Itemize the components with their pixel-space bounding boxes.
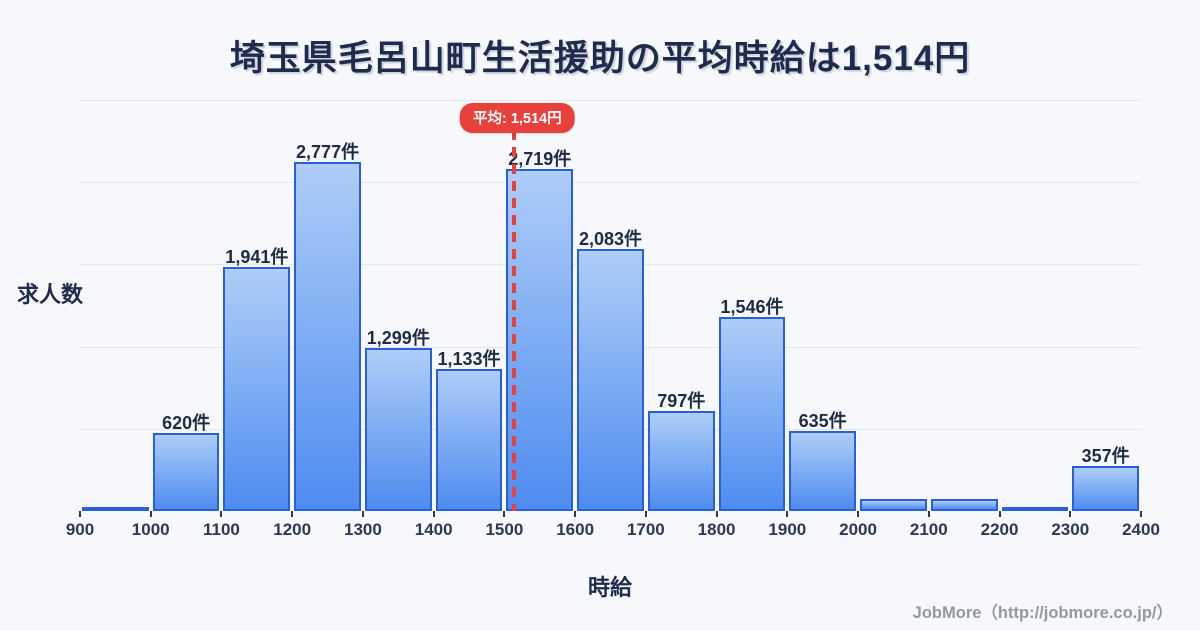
x-tick <box>361 511 364 517</box>
x-tick-label: 1300 <box>344 520 382 539</box>
average-line <box>512 130 517 511</box>
x-tick-label: 1600 <box>556 520 595 539</box>
bar-value-label: 1,133件 <box>437 348 501 369</box>
x-tick <box>79 511 81 517</box>
x-tick <box>857 511 860 517</box>
bar <box>789 431 857 511</box>
x-tick-label: 1800 <box>697 520 736 539</box>
x-tick <box>574 511 577 517</box>
gridline <box>80 100 1141 101</box>
bar <box>294 161 361 511</box>
bar-value-label: 2,777件 <box>296 141 360 162</box>
x-tick <box>432 511 435 517</box>
x-tick <box>644 511 647 517</box>
bar <box>718 316 786 511</box>
x-tick <box>715 511 718 517</box>
x-tick <box>998 511 1001 517</box>
bar <box>364 347 432 511</box>
bar-value-label: 635件 <box>798 411 847 432</box>
x-tick <box>503 511 506 517</box>
plot-area: 620件 1,941件 2,777件 1,299件 1,133件 2,719件 2,083件… <box>66 100 1160 539</box>
chart-title: 埼玉県毛呂山町生活援助の平均時給は1,514円 <box>229 39 971 78</box>
bar-value-label: 2,083件 <box>578 229 643 250</box>
x-tick-label: 2200 <box>980 520 1019 539</box>
bar <box>930 499 998 511</box>
x-tick-label: 2100 <box>909 520 948 539</box>
x-tick-label: 1900 <box>768 520 807 539</box>
bar-value-label: 357件 <box>1081 446 1130 467</box>
bar-value-label: 620件 <box>162 413 211 434</box>
x-tick-label: 1700 <box>626 520 665 539</box>
bar <box>82 507 149 511</box>
x-tick-label: 2000 <box>839 520 877 539</box>
x-tick-label: 900 <box>65 520 95 539</box>
x-tick-label: 1100 <box>203 520 240 539</box>
bar <box>435 368 503 511</box>
x-tick <box>149 511 152 517</box>
bar-value-label: 797件 <box>657 390 706 411</box>
bar <box>506 169 574 511</box>
bar <box>152 433 220 511</box>
bar-value-label: 1,546件 <box>720 296 784 317</box>
bar <box>647 410 715 511</box>
x-tick <box>786 511 789 517</box>
bar <box>1072 466 1139 511</box>
x-tick-label: 2300 <box>1051 520 1090 539</box>
x-tick-label: 1200 <box>273 520 312 539</box>
bar <box>577 249 644 511</box>
footer-credit: JobMore（http://jobmore.co.jp/） <box>912 604 1173 622</box>
x-tick-label: 2400 <box>1122 520 1160 539</box>
bar <box>860 499 927 511</box>
x-tick-label: 1500 <box>485 520 524 539</box>
x-tick <box>291 511 294 517</box>
gridline <box>80 182 1141 184</box>
bar-value-label: 1,299件 <box>366 327 430 348</box>
x-tick <box>220 511 223 517</box>
x-tick-label: 1400 <box>414 520 453 539</box>
bar <box>1001 507 1069 511</box>
x-tick <box>1140 511 1142 517</box>
average-badge: 平均: 1,514円 <box>459 103 575 133</box>
y-axis-label: 求人数 <box>17 282 84 307</box>
x-tick-label: 1000 <box>131 520 170 539</box>
bar <box>223 267 291 511</box>
x-axis-label: 時給 <box>587 575 633 600</box>
bar-value-label: 2,719件 <box>508 149 572 170</box>
x-tick <box>927 511 930 517</box>
bar-value-label: 1,941件 <box>225 247 289 268</box>
x-tick <box>1069 511 1072 517</box>
